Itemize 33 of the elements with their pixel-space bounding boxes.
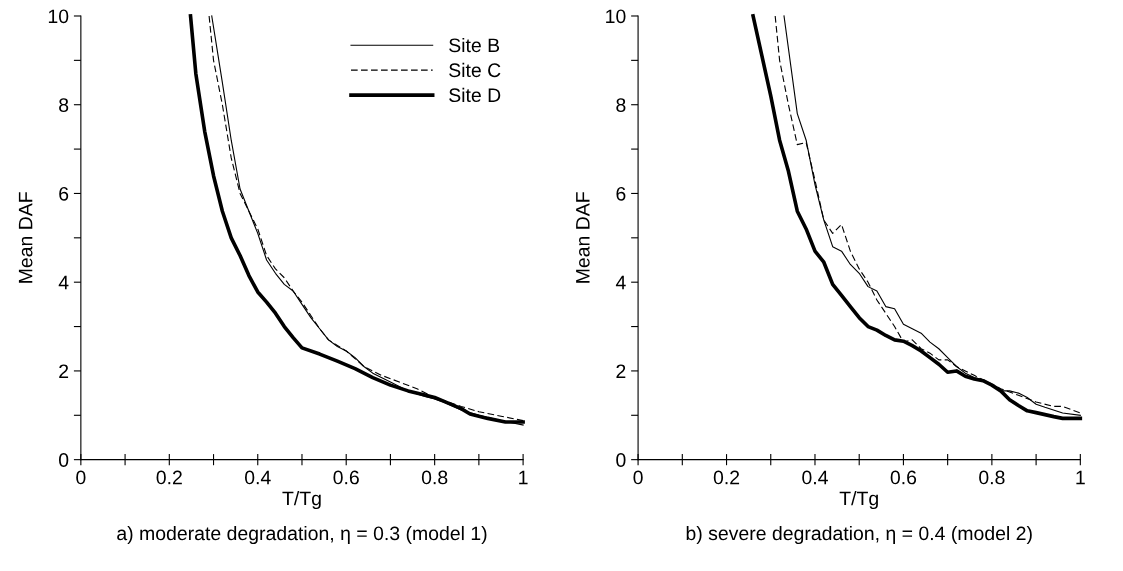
y-axis-title: Mean DAF xyxy=(576,192,590,283)
y-tick-label: 10 xyxy=(606,9,626,24)
legend-label: Site C xyxy=(449,62,501,78)
legend-label: Site D xyxy=(449,87,501,103)
y-tick-label: 6 xyxy=(59,186,69,201)
y-tick-label: 0 xyxy=(616,453,626,467)
y-tick-label: 8 xyxy=(59,98,69,112)
x-tick-label: 0.8 xyxy=(979,470,1005,485)
x-tick-label: 0.6 xyxy=(333,470,359,485)
text: a) moderate degradation, η = 0.3 (model 1) xyxy=(117,525,487,545)
y-tick-label: 4 xyxy=(58,275,69,290)
y-tick-label: 2 xyxy=(616,364,626,378)
x-tick-label: 0.2 xyxy=(156,470,182,485)
y-tick-label: 6 xyxy=(616,186,626,201)
x-tick-label: 0 xyxy=(633,470,643,485)
y-axis-title: Mean DAF xyxy=(18,192,33,283)
x-tick-label: 0.8 xyxy=(421,470,448,485)
y-tick-label: 10 xyxy=(48,9,69,24)
y-tick-label: 4 xyxy=(615,275,626,290)
x-tick-label: 0 xyxy=(76,470,86,485)
x-tick-label: 0.4 xyxy=(245,470,271,485)
legend-label: Site B xyxy=(449,37,500,53)
x-tick-label: 1 xyxy=(519,470,528,485)
x-tick-label: 1 xyxy=(1076,470,1085,485)
x-tick-label: 0.4 xyxy=(802,470,828,485)
x-axis-title: T/Tg xyxy=(282,490,321,510)
y-tick-label: 8 xyxy=(616,98,626,112)
x-tick-label: 0.6 xyxy=(890,470,917,485)
x-axis-title: T/Tg xyxy=(839,490,878,510)
text: b) severe degradation, η = 0.4 (model 2) xyxy=(686,525,1032,545)
y-tick-label: 0 xyxy=(59,453,69,467)
x-tick-label: 0.2 xyxy=(713,470,740,485)
y-tick-label: 2 xyxy=(59,364,69,378)
